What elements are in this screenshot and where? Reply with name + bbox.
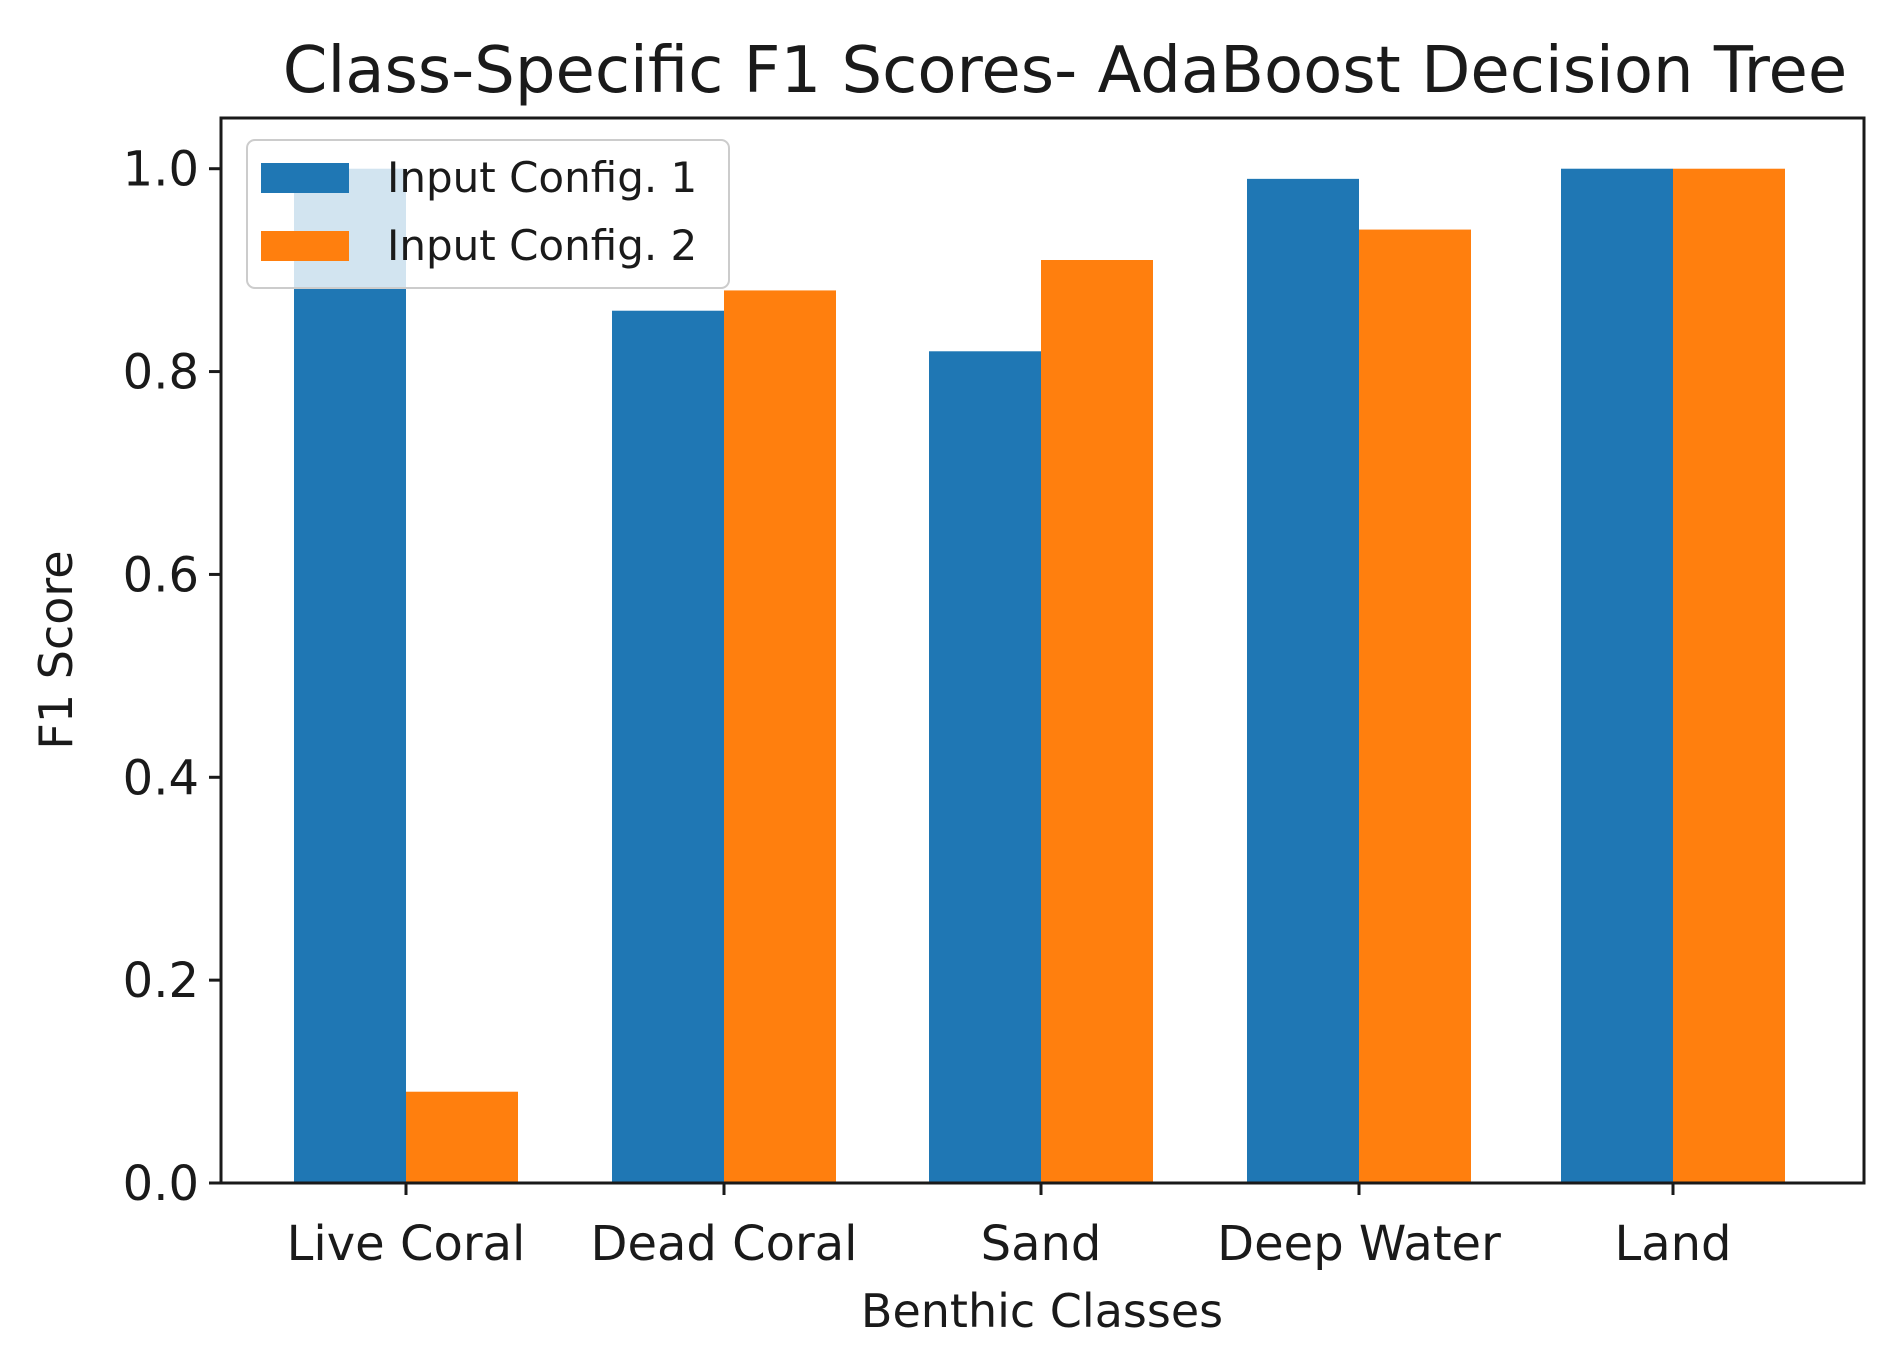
bars-group	[294, 168, 1785, 1184]
y-axis: 0.0 0.2 0.4 0.6 0.8 1.0	[123, 142, 221, 1212]
y-tick-label: 0.4	[123, 750, 199, 806]
bar-dead-coral-series-1	[612, 310, 724, 1183]
y-tick-label: 0.6	[123, 547, 199, 603]
bar-live-coral-series-1	[294, 168, 406, 1183]
legend-label-series-1: Input Config. 1	[387, 153, 697, 202]
x-tick-label: Live Coral	[287, 1216, 526, 1272]
legend-label-series-2: Input Config. 2	[387, 221, 697, 270]
bar-deep-water-series-2	[1359, 229, 1471, 1184]
x-tick-label: Land	[1614, 1216, 1731, 1272]
bar-dead-coral-series-2	[724, 290, 836, 1183]
x-axis-label: Benthic Classes	[861, 1284, 1223, 1338]
x-axis: Live Coral Dead Coral Sand Deep Water Land	[287, 1183, 1732, 1272]
plot-frame	[219, 116, 1866, 1185]
legend-swatch-series-1	[261, 163, 349, 193]
x-tick-label: Deep Water	[1217, 1216, 1501, 1272]
y-axis-label: F1 Score	[29, 550, 83, 749]
bar-sand-series-1	[929, 351, 1041, 1183]
bar-deep-water-series-1	[1247, 178, 1359, 1183]
x-tick-label: Sand	[981, 1216, 1102, 1272]
legend-swatch-series-2	[261, 231, 349, 261]
legend: Input Config. 1 Input Config. 2	[246, 139, 730, 289]
y-tick-label: 0.2	[123, 953, 199, 1009]
y-tick-label: 0.8	[123, 345, 199, 401]
bar-land-series-1	[1561, 168, 1673, 1183]
x-tick-label: Dead Coral	[591, 1216, 858, 1272]
bar-sand-series-2	[1041, 260, 1153, 1183]
y-tick-label: 1.0	[123, 142, 199, 198]
legend-box	[246, 139, 730, 289]
bar-land-series-2	[1673, 168, 1785, 1183]
chart-title: Class-Specific F1 Scores- AdaBoost Decis…	[283, 34, 1847, 108]
bar-live-coral-series-2	[406, 1091, 518, 1183]
y-tick-label: 0.0	[123, 1156, 199, 1212]
